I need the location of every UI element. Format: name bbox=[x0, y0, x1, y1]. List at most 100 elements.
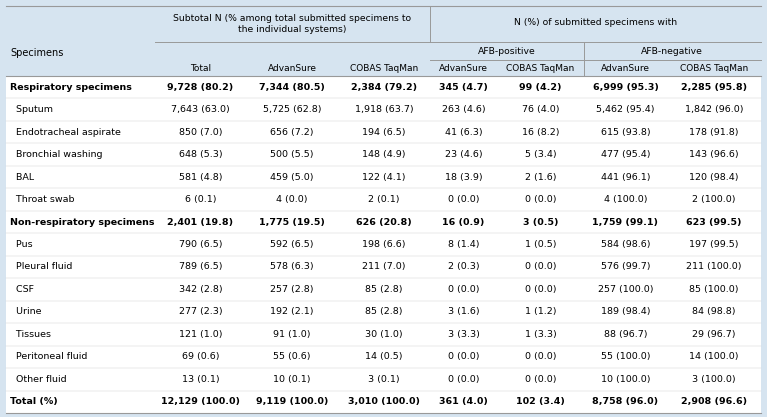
Text: 342 (2.8): 342 (2.8) bbox=[179, 285, 222, 294]
Text: 10 (100.0): 10 (100.0) bbox=[601, 375, 650, 384]
Text: 211 (100.0): 211 (100.0) bbox=[686, 262, 742, 271]
Text: Subtotal N (% among total submitted specimens to
the individual systems): Subtotal N (% among total submitted spec… bbox=[173, 14, 411, 34]
Text: 263 (4.6): 263 (4.6) bbox=[442, 105, 486, 114]
Text: 41 (6.3): 41 (6.3) bbox=[445, 128, 482, 137]
Text: Total (%): Total (%) bbox=[10, 397, 58, 406]
Text: 2 (0.1): 2 (0.1) bbox=[368, 195, 400, 204]
Text: Non-respiratory specimens: Non-respiratory specimens bbox=[10, 218, 154, 226]
Bar bbox=[6, 6, 761, 76]
Text: 85 (100.0): 85 (100.0) bbox=[690, 285, 739, 294]
Text: 14 (100.0): 14 (100.0) bbox=[690, 352, 739, 362]
Text: 2 (100.0): 2 (100.0) bbox=[693, 195, 736, 204]
Text: 0 (0.0): 0 (0.0) bbox=[525, 262, 556, 271]
Text: Respiratory specimens: Respiratory specimens bbox=[10, 83, 132, 92]
Text: 0 (0.0): 0 (0.0) bbox=[525, 195, 556, 204]
Text: 6,999 (95.3): 6,999 (95.3) bbox=[593, 83, 658, 92]
Text: 581 (4.8): 581 (4.8) bbox=[179, 173, 222, 181]
Text: 3 (1.6): 3 (1.6) bbox=[448, 307, 479, 317]
Text: 2,401 (19.8): 2,401 (19.8) bbox=[167, 218, 233, 226]
Text: 1,759 (99.1): 1,759 (99.1) bbox=[592, 218, 659, 226]
Text: 6 (0.1): 6 (0.1) bbox=[185, 195, 216, 204]
Text: 9,119 (100.0): 9,119 (100.0) bbox=[256, 397, 328, 406]
Text: 55 (100.0): 55 (100.0) bbox=[601, 352, 650, 362]
Text: BAL: BAL bbox=[10, 173, 34, 181]
Text: Specimens: Specimens bbox=[10, 48, 64, 58]
Text: COBAS TaqMan: COBAS TaqMan bbox=[680, 63, 749, 73]
Text: 850 (7.0): 850 (7.0) bbox=[179, 128, 222, 137]
Text: 0 (0.0): 0 (0.0) bbox=[448, 285, 479, 294]
Text: Other fluid: Other fluid bbox=[10, 375, 67, 384]
Text: 8 (1.4): 8 (1.4) bbox=[448, 240, 479, 249]
Text: 1,775 (19.5): 1,775 (19.5) bbox=[259, 218, 325, 226]
Text: Pus: Pus bbox=[10, 240, 33, 249]
Text: 1 (3.3): 1 (3.3) bbox=[525, 330, 556, 339]
Text: 99 (4.2): 99 (4.2) bbox=[519, 83, 561, 92]
Text: 345 (4.7): 345 (4.7) bbox=[439, 83, 488, 92]
Text: 615 (93.8): 615 (93.8) bbox=[601, 128, 650, 137]
Text: 84 (98.8): 84 (98.8) bbox=[693, 307, 736, 317]
Text: 1,918 (63.7): 1,918 (63.7) bbox=[354, 105, 413, 114]
Text: Endotracheal aspirate: Endotracheal aspirate bbox=[10, 128, 121, 137]
Text: 3,010 (100.0): 3,010 (100.0) bbox=[348, 397, 420, 406]
Text: Bronchial washing: Bronchial washing bbox=[10, 150, 103, 159]
Text: 29 (96.7): 29 (96.7) bbox=[693, 330, 736, 339]
Text: 7,643 (63.0): 7,643 (63.0) bbox=[171, 105, 230, 114]
Text: 578 (6.3): 578 (6.3) bbox=[270, 262, 314, 271]
Text: 459 (5.0): 459 (5.0) bbox=[271, 173, 314, 181]
Text: 121 (1.0): 121 (1.0) bbox=[179, 330, 222, 339]
Text: 2 (1.6): 2 (1.6) bbox=[525, 173, 556, 181]
Text: COBAS TaqMan: COBAS TaqMan bbox=[350, 63, 418, 73]
Text: 0 (0.0): 0 (0.0) bbox=[448, 352, 479, 362]
Text: 1 (0.5): 1 (0.5) bbox=[525, 240, 556, 249]
Text: 477 (95.4): 477 (95.4) bbox=[601, 150, 650, 159]
Text: 120 (98.4): 120 (98.4) bbox=[690, 173, 739, 181]
Text: 91 (1.0): 91 (1.0) bbox=[273, 330, 311, 339]
Text: 0 (0.0): 0 (0.0) bbox=[525, 352, 556, 362]
Text: N (%) of submitted specimens with: N (%) of submitted specimens with bbox=[514, 18, 676, 27]
Text: CSF: CSF bbox=[10, 285, 34, 294]
Text: Sputum: Sputum bbox=[10, 105, 53, 114]
Text: 2,285 (95.8): 2,285 (95.8) bbox=[681, 83, 747, 92]
Text: 277 (2.3): 277 (2.3) bbox=[179, 307, 222, 317]
Text: 122 (4.1): 122 (4.1) bbox=[362, 173, 406, 181]
Text: 3 (0.5): 3 (0.5) bbox=[523, 218, 558, 226]
Text: 0 (0.0): 0 (0.0) bbox=[525, 285, 556, 294]
Text: 197 (99.5): 197 (99.5) bbox=[690, 240, 739, 249]
Text: Total: Total bbox=[190, 63, 211, 73]
Text: 13 (0.1): 13 (0.1) bbox=[182, 375, 219, 384]
Text: 7,344 (80.5): 7,344 (80.5) bbox=[259, 83, 325, 92]
Text: 257 (100.0): 257 (100.0) bbox=[597, 285, 653, 294]
Text: 192 (2.1): 192 (2.1) bbox=[271, 307, 314, 317]
Text: 16 (0.9): 16 (0.9) bbox=[443, 218, 485, 226]
Text: 55 (0.6): 55 (0.6) bbox=[273, 352, 311, 362]
Text: 656 (7.2): 656 (7.2) bbox=[271, 128, 314, 137]
Text: 143 (96.6): 143 (96.6) bbox=[690, 150, 739, 159]
Text: 102 (3.4): 102 (3.4) bbox=[516, 397, 565, 406]
Text: 441 (96.1): 441 (96.1) bbox=[601, 173, 650, 181]
Text: AdvanSure: AdvanSure bbox=[439, 63, 488, 73]
Text: 790 (6.5): 790 (6.5) bbox=[179, 240, 222, 249]
Text: 0 (0.0): 0 (0.0) bbox=[448, 375, 479, 384]
Text: 0 (0.0): 0 (0.0) bbox=[448, 195, 479, 204]
Text: 76 (4.0): 76 (4.0) bbox=[522, 105, 559, 114]
Text: 8,758 (96.0): 8,758 (96.0) bbox=[592, 397, 659, 406]
Text: 1,842 (96.0): 1,842 (96.0) bbox=[685, 105, 743, 114]
Text: Urine: Urine bbox=[10, 307, 41, 317]
Text: 5,725 (62.8): 5,725 (62.8) bbox=[263, 105, 321, 114]
Text: 189 (98.4): 189 (98.4) bbox=[601, 307, 650, 317]
Text: 1 (1.2): 1 (1.2) bbox=[525, 307, 556, 317]
Text: COBAS TaqMan: COBAS TaqMan bbox=[506, 63, 574, 73]
Text: 69 (0.6): 69 (0.6) bbox=[182, 352, 219, 362]
Text: 789 (6.5): 789 (6.5) bbox=[179, 262, 222, 271]
Text: 2,908 (96.6): 2,908 (96.6) bbox=[681, 397, 747, 406]
Text: Tissues: Tissues bbox=[10, 330, 51, 339]
Text: Pleural fluid: Pleural fluid bbox=[10, 262, 72, 271]
Text: 194 (6.5): 194 (6.5) bbox=[362, 128, 406, 137]
Text: Throat swab: Throat swab bbox=[10, 195, 74, 204]
Text: 178 (91.8): 178 (91.8) bbox=[690, 128, 739, 137]
Text: 584 (98.6): 584 (98.6) bbox=[601, 240, 650, 249]
Text: 257 (2.8): 257 (2.8) bbox=[271, 285, 314, 294]
Text: 2,384 (79.2): 2,384 (79.2) bbox=[351, 83, 417, 92]
Text: 626 (20.8): 626 (20.8) bbox=[356, 218, 412, 226]
Text: 648 (5.3): 648 (5.3) bbox=[179, 150, 222, 159]
